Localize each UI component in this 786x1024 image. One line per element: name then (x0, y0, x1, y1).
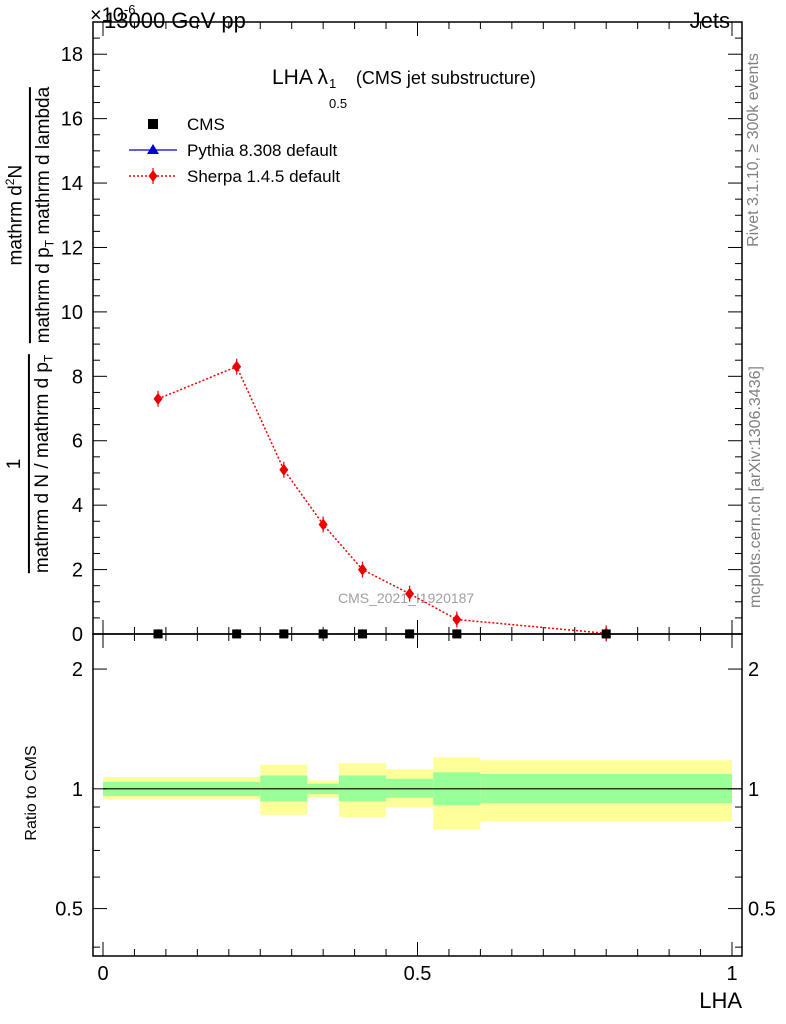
main-ytick-label: 8 (72, 366, 83, 388)
y-multiplier-exp: -6 (123, 2, 136, 17)
cms-point (279, 629, 289, 639)
legend-label-0: CMS (187, 115, 225, 134)
y-multiplier-base: ×10 (90, 4, 124, 27)
plot-title: LHA λ 1 0.5 (CMS jet substructure) (272, 66, 536, 111)
ratio-ytick-label-left: 2 (72, 659, 83, 681)
main-ytick-label: 0 (72, 624, 83, 646)
plot-title-sub: 0.5 (329, 96, 348, 111)
cms-point (601, 629, 611, 639)
sherpa-point (232, 360, 242, 373)
main-ytick-label: 18 (61, 44, 83, 66)
ratio-xtick-label: 0 (97, 963, 108, 985)
ratio-ytick-label-right: 2 (748, 659, 759, 681)
legend-label-1: Pythia 8.308 default (187, 141, 338, 160)
ratio-ytick-label-right: 0.5 (748, 899, 776, 921)
sherpa-point (357, 563, 367, 576)
sherpa-line (157, 365, 607, 635)
legend-sherpa-marker (148, 170, 158, 182)
cms-point (357, 629, 367, 639)
plot-title-rest: (CMS jet substructure) (355, 68, 536, 88)
analysis-watermark: CMS_2021_I1920187 (338, 590, 475, 606)
main-plot-frame (92, 21, 743, 635)
cms-point (232, 629, 242, 639)
plot-title-main: LHA λ (272, 66, 329, 89)
cms-point (153, 629, 163, 639)
sherpa-point (405, 587, 415, 600)
cms-point (318, 629, 328, 639)
ratio-ytick-label-right: 1 (748, 779, 759, 801)
cms-point (405, 629, 415, 639)
header-right: Jets (689, 8, 730, 33)
sherpa-point (279, 463, 289, 476)
ratio-ytick-label-left: 0.5 (55, 899, 83, 921)
legend-label-2: Sherpa 1.4.5 default (187, 167, 340, 186)
legend-pythia-marker (147, 144, 159, 154)
main-ytick-label: 14 (61, 173, 83, 195)
x-axis-label: LHA (699, 988, 742, 1013)
main-ytick-label: 4 (72, 495, 83, 517)
sherpa-point (452, 613, 462, 626)
ratio-xtick-label: 0.5 (404, 963, 432, 985)
plot-title-sup: 1 (329, 76, 337, 91)
main-ytick-label: 2 (72, 560, 83, 582)
main-ytick-label: 6 (72, 431, 83, 453)
ratio-ytick-label-left: 1 (72, 779, 83, 801)
cms-point (452, 629, 462, 639)
ratio-xtick-label: 1 (726, 963, 737, 985)
ratio-inner-band-4 (386, 778, 434, 798)
main-ytick-label: 12 (61, 237, 83, 259)
main-ytick-label: 10 (61, 302, 83, 324)
sherpa-point (153, 392, 163, 405)
header-left: 13000 GeV pp (104, 8, 246, 33)
main-ytick-label: 16 (61, 109, 83, 131)
y-multiplier: ×10-6 (90, 2, 136, 28)
legend-cms-marker (148, 119, 158, 129)
sherpa-point (318, 518, 328, 531)
